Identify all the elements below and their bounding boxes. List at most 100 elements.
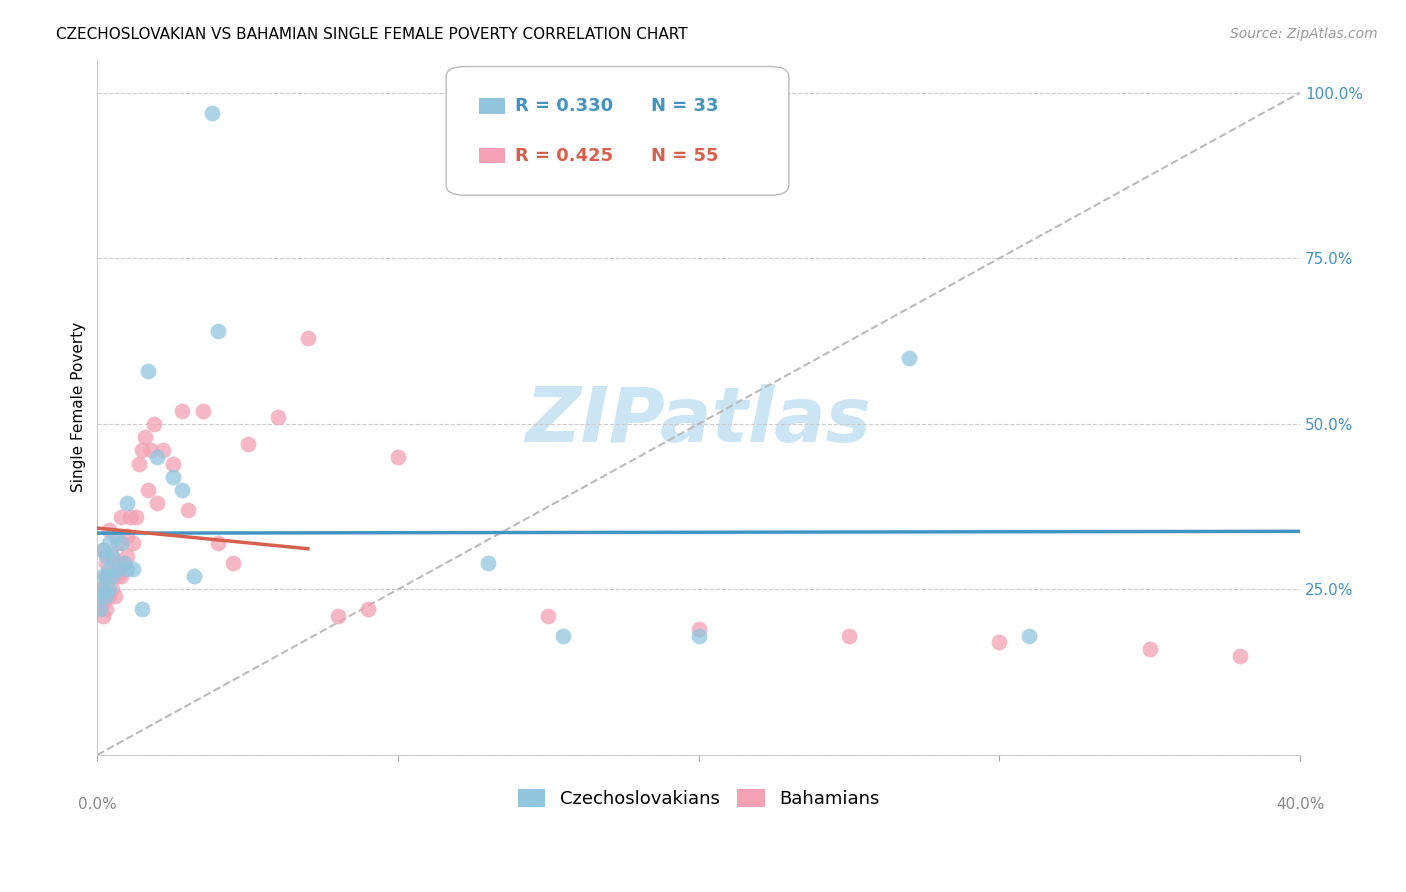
Point [96,569,118,583]
Point [221,556,243,570]
Point [89,589,111,603]
Point [101,569,124,583]
Point [146,496,169,510]
Point [104,589,127,603]
Text: N = 55: N = 55 [651,146,718,165]
Point [110,536,132,550]
Point [93,582,115,597]
Point [688,622,710,636]
Point [236,436,259,450]
Point [93,542,115,557]
Point [93,596,115,610]
Point [112,556,135,570]
Point [93,569,115,583]
Point [96,569,118,583]
FancyBboxPatch shape [446,67,789,195]
Point [134,430,156,444]
Point [98,589,121,603]
Point [131,443,153,458]
Point [170,403,193,417]
FancyBboxPatch shape [478,98,505,113]
Point [98,582,121,597]
Point [1139,642,1161,657]
Point [141,443,163,458]
Point [122,536,145,550]
Text: N = 33: N = 33 [651,97,718,115]
Point [553,629,575,643]
Point [128,457,150,471]
Point [96,589,118,603]
Point [162,470,184,484]
Text: 40.0%: 40.0% [1275,797,1324,812]
Y-axis label: Single Female Poverty: Single Female Poverty [72,322,86,492]
Point [117,549,139,564]
Point [101,549,124,564]
Legend: Czechoslovakians, Bahamians: Czechoslovakians, Bahamians [510,781,887,815]
Point [107,562,129,576]
Point [387,450,409,464]
Point [143,417,166,431]
Point [176,503,198,517]
Point [107,569,129,583]
Point [96,589,118,603]
Point [537,608,560,623]
Point [104,529,127,543]
Point [96,602,118,616]
Point [207,324,229,338]
Point [688,629,710,643]
Point [191,403,214,417]
Point [101,549,124,564]
Point [152,443,174,458]
Point [110,509,132,524]
Point [838,629,860,643]
Point [170,483,193,497]
Point [125,509,148,524]
Text: Source: ZipAtlas.com: Source: ZipAtlas.com [1230,27,1378,41]
Point [1229,648,1251,663]
Point [96,549,118,564]
Point [117,562,139,576]
Point [101,582,124,597]
Point [112,556,135,570]
Point [201,105,224,120]
Point [89,602,111,616]
Point [89,582,111,597]
Text: CZECHOSLOVAKIAN VS BAHAMIAN SINGLE FEMALE POVERTY CORRELATION CHART: CZECHOSLOVAKIAN VS BAHAMIAN SINGLE FEMAL… [56,27,688,42]
Point [138,364,160,378]
Point [1018,629,1040,643]
FancyBboxPatch shape [478,148,505,163]
Point [107,536,129,550]
Point [357,602,380,616]
Point [131,602,153,616]
Point [898,351,921,365]
Point [326,608,349,623]
Point [93,542,115,557]
Point [101,569,124,583]
Point [98,569,121,583]
Point [267,410,290,425]
Point [117,529,139,543]
Point [98,562,121,576]
Point [162,457,184,471]
Text: R = 0.425: R = 0.425 [515,146,613,165]
Point [98,523,121,537]
Point [207,536,229,550]
Point [110,569,132,583]
Point [89,602,111,616]
Text: 0.0%: 0.0% [77,797,117,812]
Point [988,635,1011,649]
Point [120,509,142,524]
Point [146,450,169,464]
Point [138,483,160,497]
Point [104,556,127,570]
Point [117,496,139,510]
Point [297,331,319,345]
Point [122,562,145,576]
Point [477,556,499,570]
Text: R = 0.330: R = 0.330 [515,97,613,115]
Point [93,582,115,597]
Point [96,556,118,570]
Point [183,569,205,583]
Text: ZIPatlas: ZIPatlas [526,384,872,458]
Point [89,596,111,610]
